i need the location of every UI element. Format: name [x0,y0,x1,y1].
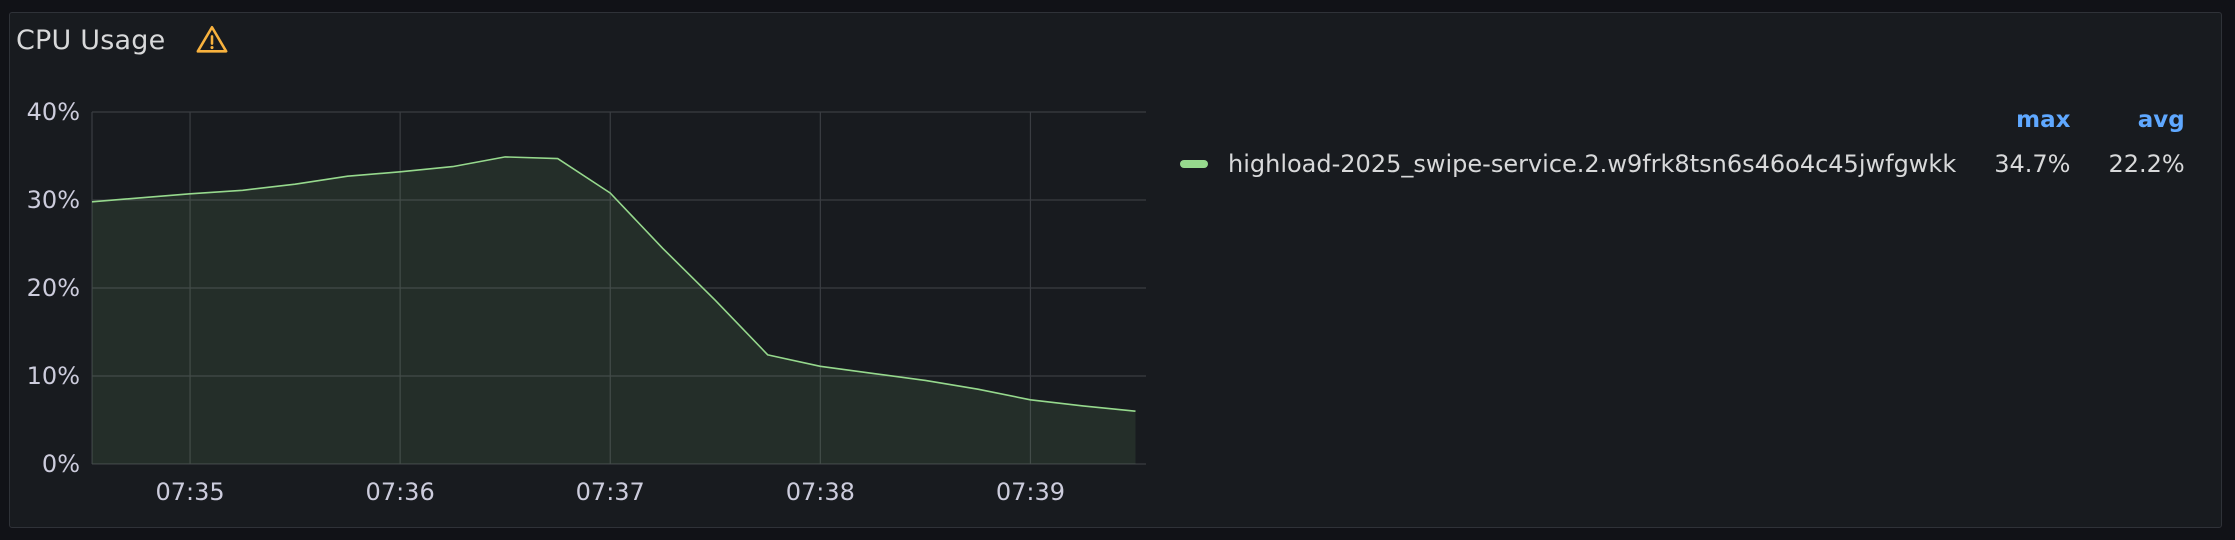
chart-area-series [92,157,1136,464]
series-area-fill [92,157,1136,464]
cpu-usage-chart: 0% 10% 20% 30% 40% 07:35 07:36 07:37 07:38 07:39 [0,0,1160,540]
y-tick-label: 0% [42,450,80,478]
y-axis: 0% 10% 20% 30% 40% [27,98,80,478]
y-tick-label: 10% [27,362,80,390]
y-tick-label: 40% [27,98,80,126]
x-tick-label: 07:35 [155,478,224,506]
legend-max-value: 34.7% [1956,145,2070,183]
legend-row[interactable]: highload-2025_swipe-service.2.w9frk8tsn6… [1180,145,2185,183]
legend-avg-value: 22.2% [2070,145,2184,183]
legend-series-name[interactable]: highload-2025_swipe-service.2.w9frk8tsn6… [1180,145,1956,183]
y-tick-label: 20% [27,274,80,302]
legend-header-avg[interactable]: avg [2070,103,2184,145]
x-tick-label: 07:37 [576,478,645,506]
x-axis: 07:35 07:36 07:37 07:38 07:39 [155,478,1065,506]
legend-series-label[interactable]: highload-2025_swipe-service.2.w9frk8tsn6… [1228,150,1956,178]
x-tick-label: 07:39 [996,478,1065,506]
legend: max avg highload-2025_swipe-service.2.w9… [1180,103,2185,183]
x-tick-label: 07:36 [366,478,435,506]
series-color-swatch [1180,160,1208,168]
legend-header-max[interactable]: max [1956,103,2070,145]
y-tick-label: 30% [27,186,80,214]
x-tick-label: 07:38 [786,478,855,506]
legend-header-name [1180,103,1956,145]
